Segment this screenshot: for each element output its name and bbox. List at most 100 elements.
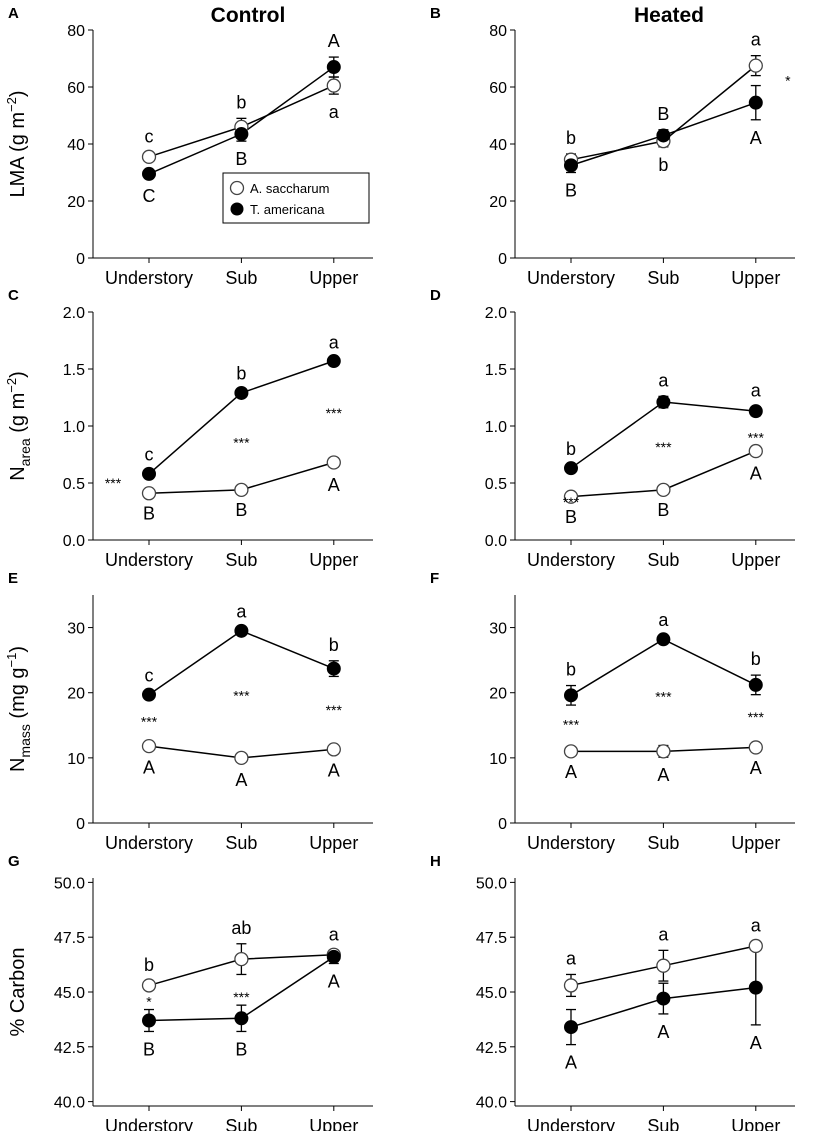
point-a-saccharum [234, 482, 249, 497]
point-t-americana [326, 60, 341, 75]
x-tick-label: Sub [647, 833, 679, 853]
significance-letter: b [658, 155, 668, 175]
x-tick-label: Upper [731, 1116, 780, 1131]
significance-stars: *** [748, 709, 765, 725]
point-t-americana [234, 385, 249, 400]
panel-label: E [8, 570, 18, 587]
point-t-americana [656, 632, 671, 647]
point-a-saccharum [141, 738, 157, 754]
significance-letter: A [235, 770, 247, 790]
point-t-americana [142, 1013, 156, 1028]
significance-letter: b [329, 635, 339, 655]
point-t-americana [748, 95, 763, 110]
point-t-americana [564, 1020, 578, 1035]
y-tick-label: 0.0 [485, 533, 507, 550]
y-tick-label: 40 [489, 137, 507, 154]
panel-f: F 0 10 20 30 Understory Sub Upper b A *** a A *** b A **… [430, 570, 795, 853]
point-t-americana [564, 688, 578, 703]
point-a-saccharum [563, 744, 579, 759]
significance-letter: ab [231, 918, 251, 938]
point-a-saccharum [656, 958, 671, 973]
significance-stars: *** [233, 989, 250, 1005]
y-axis-label-part: N [7, 758, 29, 772]
significance-letter: B [143, 1039, 155, 1059]
y-axis-label-part: % Carbon [7, 948, 29, 1037]
point-t-americana [234, 127, 249, 142]
significance-letter: A [143, 757, 155, 777]
point-t-americana [656, 991, 671, 1006]
y-axis-label-part: ) [7, 646, 29, 653]
legend: A. saccharum T. americana [222, 172, 370, 224]
y-tick-label: 0.0 [63, 533, 85, 550]
x-tick-label: Sub [647, 268, 679, 288]
y-tick-label: 45.0 [476, 985, 507, 1002]
point-t-americana [748, 404, 763, 419]
significance-stars: *** [233, 687, 250, 703]
y-axis-label: LMA (g m−2) [4, 90, 29, 197]
y-tick-label: 10 [489, 751, 507, 768]
series-line-t-americana [570, 401, 756, 469]
significance-letter: c [145, 127, 154, 147]
y-tick-label: 60 [489, 80, 507, 97]
x-tick-label: Understory [527, 550, 615, 570]
point-a-saccharum [748, 740, 763, 755]
point-t-americana [564, 158, 578, 173]
significance-stars: *** [563, 716, 580, 732]
y-tick-label: 0 [76, 251, 85, 268]
panels: A 0 20 40 60 80 Understory Sub Upper c Cb B Aa LMA (g… [4, 5, 795, 1131]
y-axis-label-part: N [7, 466, 29, 480]
significance-stars: *** [141, 713, 158, 729]
significance-letter: B [657, 500, 669, 520]
significance-letter: A [328, 972, 340, 992]
y-tick-label: 80 [489, 23, 507, 40]
significance-letter: a [329, 102, 340, 122]
y-tick-label: 45.0 [54, 985, 85, 1002]
point-a-saccharum [234, 750, 249, 766]
y-axis-label-part: −2 [4, 378, 19, 393]
significance-letter: a [751, 30, 762, 50]
point-t-americana [142, 466, 156, 481]
significance-letter: A [328, 31, 340, 51]
x-tick-label: Upper [731, 268, 780, 288]
point-a-saccharum [656, 482, 671, 497]
panel-a: A 0 20 40 60 80 Understory Sub Upper c Cb B Aa LMA (g… [4, 5, 373, 288]
y-tick-label: 40.0 [476, 1095, 507, 1112]
significance-letter: A [750, 128, 762, 148]
significance-letter: a [751, 916, 762, 936]
significance-letter: B [565, 507, 577, 527]
significance-letter: a [658, 924, 669, 944]
y-tick-label: 47.5 [54, 930, 85, 947]
significance-letter: A [328, 475, 340, 495]
significance-letter: A [328, 761, 340, 781]
panel-label: A [8, 5, 19, 22]
significance-letter: A [657, 1022, 669, 1042]
y-tick-label: 42.5 [54, 1040, 85, 1057]
point-a-saccharum [563, 489, 579, 504]
y-tick-label: 60 [67, 80, 85, 97]
point-t-americana [656, 128, 671, 143]
significance-letter: B [657, 104, 669, 124]
point-a-saccharum [748, 938, 763, 954]
series-line-t-americana [148, 629, 335, 696]
y-axis-label-part: LMA (g m [7, 112, 29, 198]
y-axis-label: Nmass (mg g−1) [4, 646, 33, 772]
y-axis-label: % Carbon [7, 948, 29, 1037]
point-t-americana [564, 461, 578, 476]
y-tick-label: 0.5 [485, 476, 507, 493]
y-axis-label-part: −1 [4, 653, 19, 668]
y-tick-label: 30 [67, 621, 85, 638]
y-axis-label-part: −2 [4, 97, 19, 112]
panel-h: H 40.0 42.5 45.0 47.5 50.0 Understory Sub Upper a… [430, 853, 795, 1131]
significance-stars: *** [655, 439, 672, 455]
significance-stars: *** [563, 494, 580, 510]
y-tick-label: 30 [489, 621, 507, 638]
x-tick-label: Sub [647, 1116, 679, 1131]
x-tick-label: Upper [731, 833, 780, 853]
y-tick-label: 20 [67, 194, 85, 211]
panel-label: H [430, 853, 441, 870]
point-a-saccharum [748, 443, 763, 459]
x-tick-label: Sub [225, 833, 257, 853]
significance-stars: *** [326, 702, 343, 718]
y-tick-label: 40.0 [54, 1095, 85, 1112]
